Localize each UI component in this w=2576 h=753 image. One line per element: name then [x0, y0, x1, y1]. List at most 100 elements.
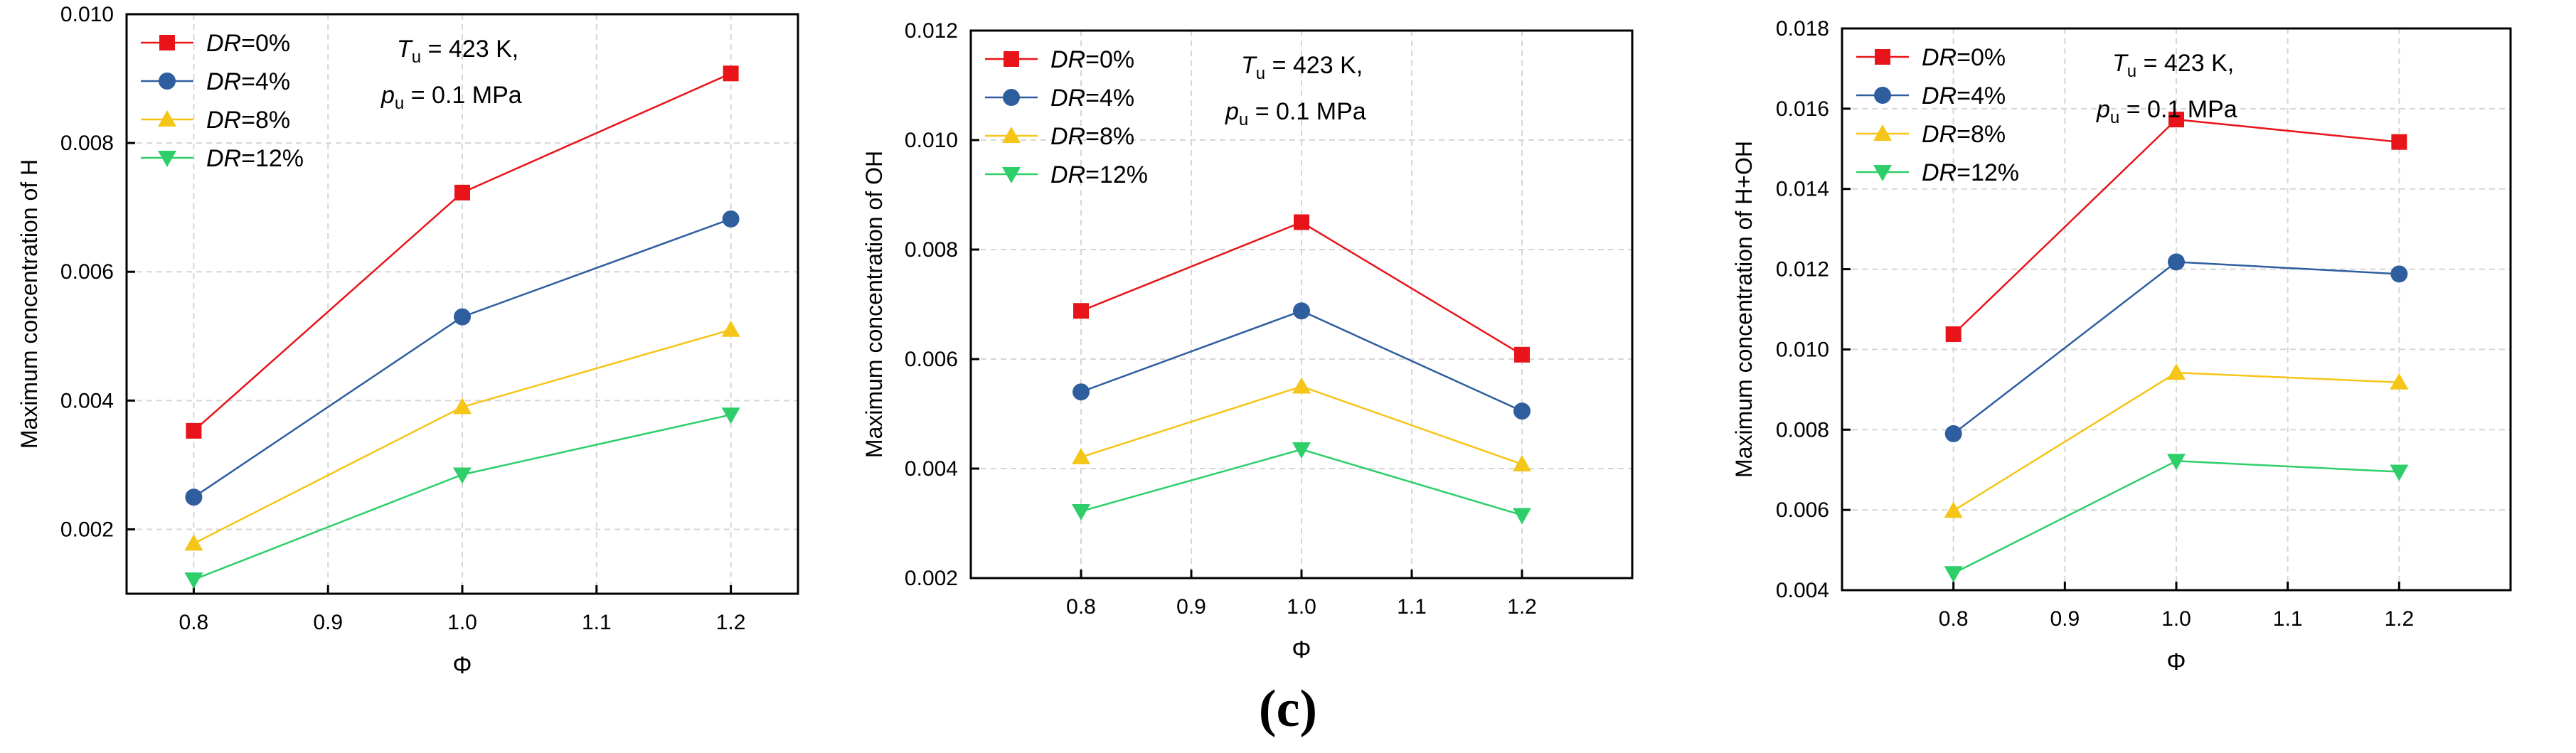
- x-tick-label: 1.2: [2384, 607, 2414, 631]
- x-tick-label: 0.8: [1066, 595, 1096, 619]
- legend-marker: [1873, 165, 1892, 181]
- chart-panel-3: 0.8 0.9 1.0 1.1 1.2 0.004 0.006 0.008 0.010 0.012…: [1731, 17, 2512, 675]
- legend-marker: [1873, 124, 1892, 141]
- x-tick-label: 1.2: [1507, 595, 1537, 619]
- y-tick-label: 0.006: [905, 348, 958, 371]
- data-point: [1944, 566, 1963, 583]
- series-2: [1072, 377, 1531, 471]
- series-1: [185, 210, 740, 506]
- legend-marker: [158, 151, 176, 167]
- figure-label: (c): [1258, 680, 1318, 738]
- y-tick-label: 0.014: [1776, 178, 1829, 201]
- condition-annotation: Tu = 423 K, pu = 0.1 MPa: [380, 36, 522, 113]
- x-axis-label: Φ: [452, 652, 472, 679]
- data-point: [1513, 402, 1531, 420]
- y-tick-label: 0.012: [905, 19, 958, 43]
- legend-label: DR=8%: [1050, 123, 1134, 150]
- series-1: [1944, 253, 2408, 442]
- x-tick-label: 0.9: [313, 611, 343, 634]
- legend-label: DR=4%: [1050, 85, 1134, 112]
- y-axis-label: Maximum concentration of H: [16, 159, 42, 449]
- legend: DR=0% DR=4% DR=8% DR=12%: [141, 30, 304, 172]
- y-tick-label: 0.010: [1776, 338, 1829, 361]
- x-axis-label: Φ: [2166, 648, 2186, 675]
- x-tick-label: 0.8: [1939, 607, 1969, 631]
- data-point: [1293, 302, 1310, 320]
- annotation-line: pu = 0.1 MPa: [1225, 98, 1366, 129]
- legend-marker: [1002, 167, 1021, 183]
- data-point: [721, 320, 740, 337]
- x-tick-label: 1.0: [1287, 595, 1316, 619]
- series-0: [186, 65, 739, 439]
- y-tick-label: 0.018: [1776, 17, 1829, 41]
- y-tick-label: 0.002: [60, 518, 114, 541]
- data-point: [1514, 346, 1530, 363]
- data-point: [454, 184, 470, 201]
- series-2: [1944, 363, 2409, 518]
- data-point: [453, 397, 472, 415]
- y-axis-label: Maximum concentration of H+OH: [1731, 141, 1757, 478]
- legend-label: DR=0%: [206, 30, 290, 57]
- x-tick-label: 1.0: [447, 611, 477, 634]
- series-0: [1073, 214, 1530, 363]
- x-tick-label: 0.8: [179, 611, 209, 634]
- annotation-line: pu = 0.1 MPa: [380, 82, 522, 113]
- y-tick-label: 0.008: [1776, 418, 1829, 442]
- x-axis-label: Φ: [1292, 636, 1311, 663]
- chart-panel-1: 0.8 0.9 1.0 1.1 1.2 0.002 0.004 0.006 0.008 0.010…: [16, 3, 799, 679]
- annotation-line: pu = 0.1 MPa: [2096, 96, 2237, 127]
- legend-marker: [159, 35, 175, 50]
- legend-marker: [1875, 49, 1890, 65]
- legend-label: DR=0%: [1050, 46, 1134, 73]
- legend-marker: [159, 73, 176, 90]
- legend: DR=0% DR=4% DR=8% DR=12%: [985, 46, 1148, 188]
- legend-label: DR=8%: [206, 107, 290, 134]
- y-tick-label: 0.010: [905, 129, 958, 152]
- data-point: [1072, 504, 1090, 521]
- data-point: [1073, 383, 1090, 401]
- series-2: [184, 320, 740, 551]
- data-point: [1944, 424, 1962, 442]
- data-point: [2168, 253, 2185, 271]
- data-point: [184, 572, 203, 589]
- condition-annotation: Tu = 423 K, pu = 0.1 MPa: [2096, 50, 2237, 127]
- y-tick-label: 0.008: [60, 132, 114, 155]
- series-3: [1072, 442, 1531, 525]
- legend-marker: [1003, 89, 1020, 106]
- data-point: [2168, 112, 2184, 128]
- data-point: [186, 422, 202, 439]
- x-tick-label: 1.1: [2273, 607, 2303, 631]
- data-point: [1073, 303, 1089, 319]
- annotation-line: Tu = 423 K,: [2112, 50, 2234, 81]
- data-point: [1072, 447, 1090, 464]
- x-tick-label: 1.2: [716, 611, 746, 634]
- data-point: [723, 65, 739, 82]
- series-1: [1073, 302, 1531, 420]
- y-tick-label: 0.004: [1776, 579, 1829, 602]
- data-point: [2390, 265, 2408, 283]
- legend-label: DR=4%: [206, 68, 290, 95]
- data-point: [2390, 373, 2409, 390]
- series-0: [1945, 112, 2407, 342]
- data-point: [722, 210, 740, 228]
- y-tick-label: 0.004: [60, 389, 114, 412]
- data-point: [2167, 363, 2186, 380]
- data-point: [1945, 326, 1962, 342]
- legend-label: DR=4%: [1922, 82, 2006, 110]
- y-tick-label: 0.012: [1776, 258, 1829, 282]
- x-tick-label: 0.9: [1176, 595, 1206, 619]
- data-point: [1513, 508, 1531, 525]
- x-tick-label: 1.1: [582, 611, 612, 634]
- x-tick-label: 1.1: [1397, 595, 1427, 619]
- x-tick-label: 0.9: [2050, 607, 2080, 631]
- legend-marker: [1004, 51, 1019, 67]
- data-point: [1513, 454, 1531, 471]
- data-point: [1292, 442, 1311, 459]
- y-tick-label: 0.004: [905, 457, 958, 481]
- y-tick-label: 0.008: [905, 238, 958, 262]
- legend-label: DR=12%: [1050, 161, 1148, 188]
- legend-label: DR=12%: [1922, 159, 2019, 186]
- legend-marker: [1002, 127, 1021, 143]
- y-tick-label: 0.016: [1776, 97, 1829, 121]
